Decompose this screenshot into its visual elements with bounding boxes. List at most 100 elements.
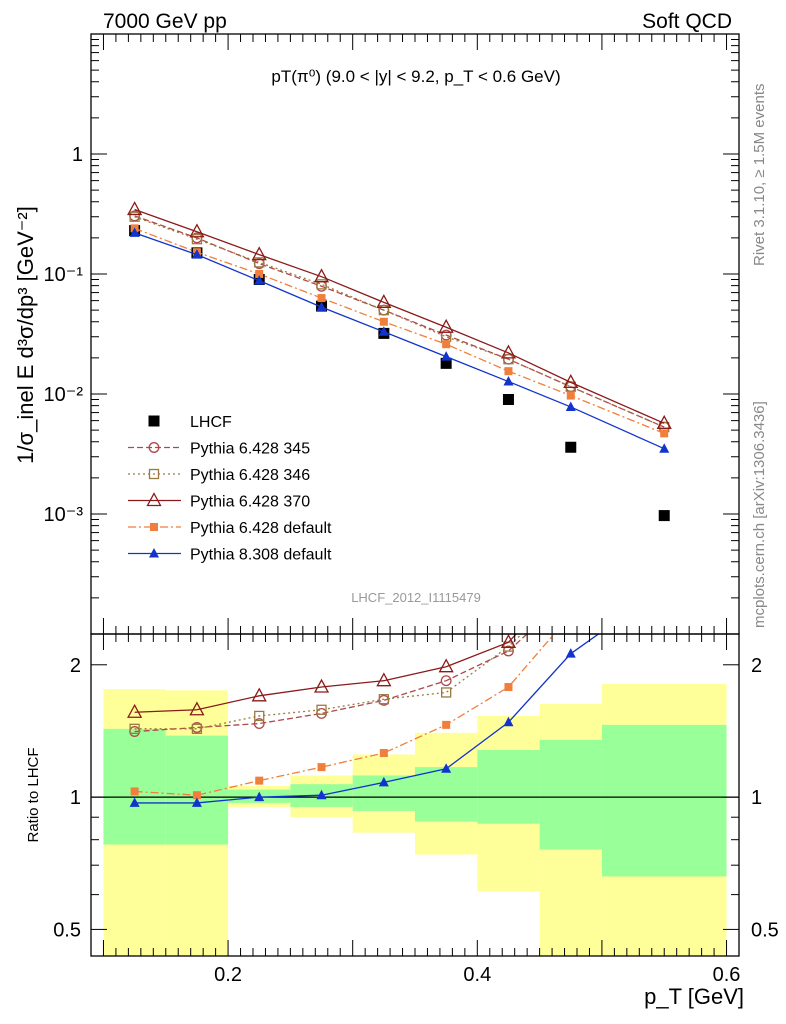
data-point <box>658 510 670 522</box>
y-axis-title-main: 1/σ_inel E d³σ/dp³ [GeV⁻²] <box>13 206 38 464</box>
series-3 <box>127 201 672 429</box>
legend-item: Pythia 6.428 370 <box>128 492 310 511</box>
ratio-point <box>440 675 452 687</box>
ratio-point <box>189 701 205 716</box>
data-point <box>376 294 392 309</box>
data-point <box>251 246 267 261</box>
series-line <box>134 216 665 428</box>
main-plot: 1 10⁻¹ 10⁻² 10⁻³ <box>44 33 740 635</box>
data-point <box>191 249 202 259</box>
legend-marker <box>148 442 160 453</box>
ratio-point <box>379 748 388 757</box>
ratio-y-tick-label-left: 1 <box>70 787 81 809</box>
ratio-series-3 <box>130 634 556 800</box>
ratio-point <box>313 678 330 693</box>
legend-marker <box>148 415 160 427</box>
uncertainty-band-inner <box>415 767 478 822</box>
legend-label: Pythia 6.428 345 <box>190 441 310 458</box>
data-point <box>129 227 140 237</box>
ratio-point <box>192 791 201 800</box>
ratio-point <box>438 658 454 673</box>
data-point <box>440 357 452 369</box>
data-point <box>563 374 579 389</box>
legend-item: Pythia 6.428 346 <box>128 467 310 484</box>
data-point <box>378 304 389 316</box>
uncertainty-band-inner <box>539 739 602 850</box>
ratio-point <box>129 797 140 807</box>
data-point <box>441 351 452 361</box>
main-series <box>127 201 672 522</box>
ratio-point <box>316 789 327 800</box>
data-point <box>503 354 514 365</box>
data-point <box>379 317 388 326</box>
ratio-series-2 <box>127 634 518 718</box>
data-point <box>566 391 575 400</box>
ratio-point <box>129 723 140 734</box>
data-point <box>316 279 327 290</box>
legend-marker <box>149 548 159 558</box>
header-left: 7000 GeV pp <box>103 10 227 33</box>
ratio-point <box>442 720 451 729</box>
legend-item: Pythia 6.428 345 <box>128 441 310 458</box>
ratio-point <box>500 634 517 648</box>
ratio-point <box>316 704 327 715</box>
ratio-point <box>251 687 267 702</box>
ratio-point <box>130 787 139 796</box>
ratio-point <box>378 776 389 787</box>
data-point <box>378 326 389 336</box>
x-tick-label: 0.6 <box>713 964 741 986</box>
analysis-id: LHCF_2012_I1115479 <box>351 590 481 605</box>
series-5 <box>129 227 670 453</box>
ratio-line <box>134 634 523 730</box>
rivet-label: Rivet 3.1.10, ≥ 1.5M events <box>751 84 768 267</box>
ratio-point <box>376 672 392 687</box>
y-axis-title-ratio: Ratio to LHCF <box>25 747 42 842</box>
x-axis-title: p_T [GeV] <box>644 984 744 1009</box>
ratio-point <box>255 776 264 785</box>
ratio-point <box>317 763 326 772</box>
ratio-point <box>503 716 514 727</box>
ratio-y-ticks: 0.5 0.5 1 1 2 2 <box>53 655 779 942</box>
data-point <box>656 414 672 429</box>
data-point <box>438 318 454 333</box>
x-tick-label: 0.4 <box>463 964 491 986</box>
data-point <box>503 376 514 386</box>
ratio-y-tick-label-right: 0.5 <box>751 919 779 941</box>
data-point <box>565 401 576 411</box>
ratio-point <box>254 791 265 802</box>
legend-label: Pythia 6.428 370 <box>190 494 310 511</box>
series-line <box>134 215 665 428</box>
data-point <box>129 211 140 222</box>
ratio-series-1 <box>129 634 523 734</box>
ratio-point <box>253 718 265 730</box>
ratio-point <box>127 703 143 718</box>
mcplots-label: mcplots.cern.ch [arXiv:1306.3436] <box>751 401 768 628</box>
ratio-point <box>254 710 265 722</box>
ratio-point <box>441 687 452 698</box>
data-point <box>502 393 514 405</box>
legend-marker <box>146 492 162 507</box>
ratio-y-tick-label-left: 2 <box>70 655 81 677</box>
data-point <box>254 257 265 268</box>
data-point <box>660 429 669 438</box>
legend-marker <box>148 468 160 480</box>
legend-label: Pythia 8.308 default <box>190 547 332 564</box>
ratio-line <box>134 634 528 733</box>
ratio-plot: 0.5 0.5 1 1 2 2 0.2 0.4 0.6 <box>53 34 779 986</box>
ratio-y-tick-label-right: 2 <box>751 655 762 677</box>
ratio-y-tick-label-right: 1 <box>751 787 762 809</box>
data-point <box>189 223 205 238</box>
legend-item: Pythia 8.308 default <box>128 547 332 564</box>
uncertainty-band-inner <box>103 728 166 845</box>
y-tick-label: 10⁻² <box>44 384 84 406</box>
ratio-point <box>504 683 513 692</box>
series-2 <box>129 211 670 433</box>
series-line <box>134 227 665 434</box>
data-point <box>254 275 265 285</box>
main-y-ticks: 1 10⁻¹ 10⁻² 10⁻³ <box>44 38 739 635</box>
x-ticks: 0.2 0.4 0.6 <box>102 34 741 986</box>
series-4 <box>130 224 669 438</box>
data-point <box>659 443 670 453</box>
ratio-series-4 <box>129 634 600 807</box>
